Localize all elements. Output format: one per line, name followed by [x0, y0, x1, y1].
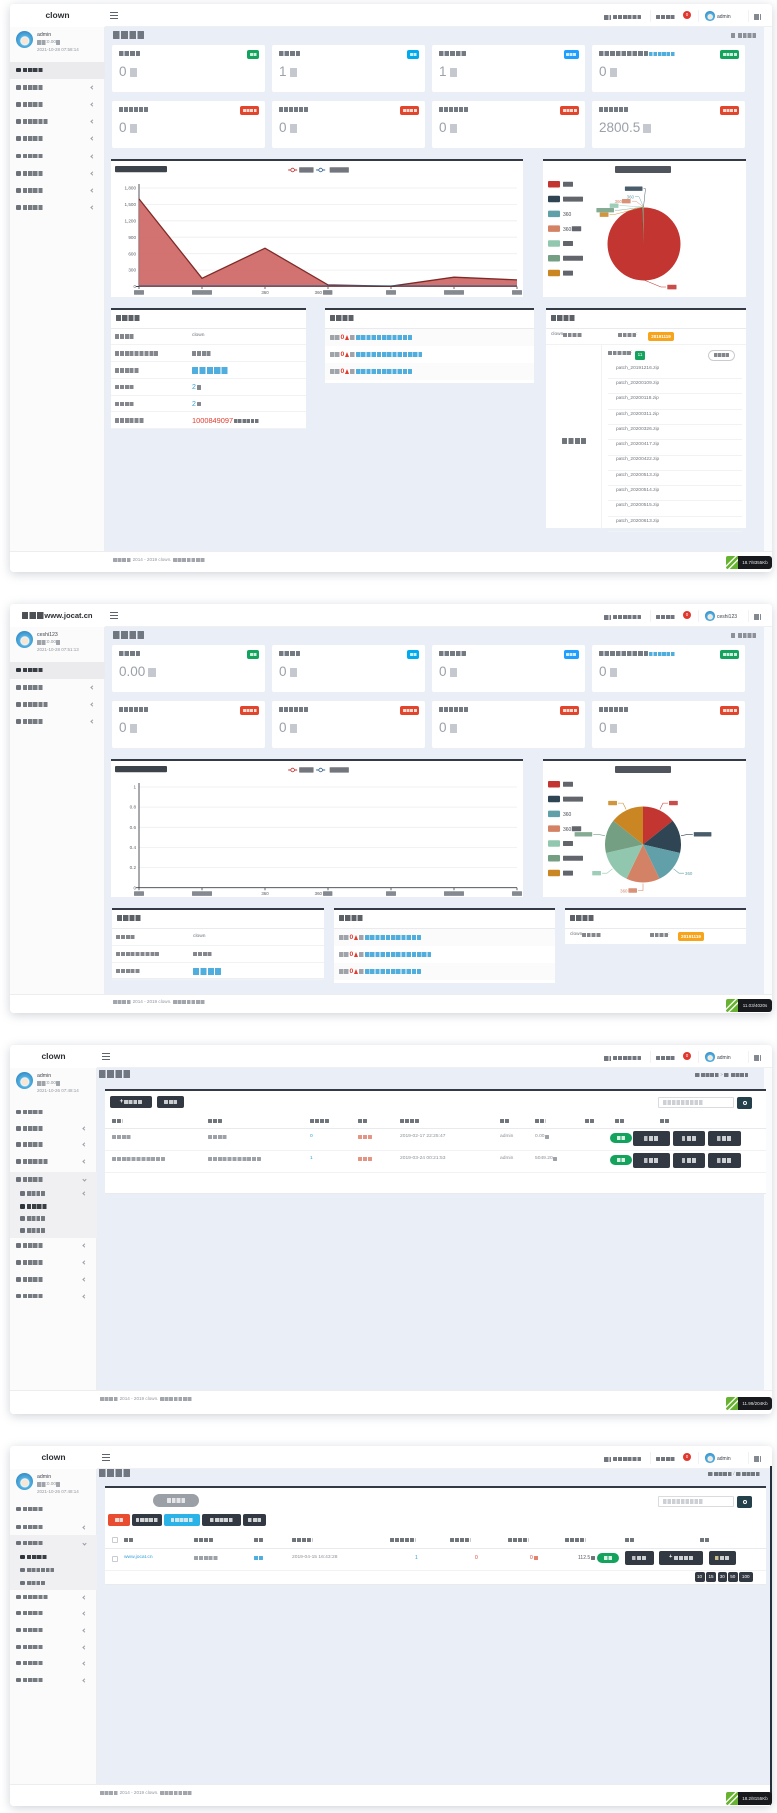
svg-text:1: 1 [133, 785, 136, 790]
svg-text:1,800: 1,800 [125, 186, 137, 191]
svg-text:300: 300 [128, 268, 136, 273]
svg-text:0.2: 0.2 [130, 865, 137, 870]
svg-text:360: 360 [261, 290, 269, 295]
svg-text:360: 360 [563, 212, 572, 218]
svg-text:1,500: 1,500 [125, 202, 137, 207]
svg-text:600: 600 [128, 251, 136, 256]
svg-text:0.8: 0.8 [130, 805, 137, 810]
svg-text:360: 360 [315, 891, 323, 896]
svg-text:0.4: 0.4 [130, 845, 137, 850]
svg-text:360: 360 [563, 227, 572, 233]
svg-text:0: 0 [133, 284, 136, 289]
svg-text:360: 360 [315, 290, 323, 295]
svg-text:360: 360 [627, 195, 635, 200]
svg-text:1,200: 1,200 [125, 218, 137, 223]
svg-text:360: 360 [620, 888, 628, 893]
svg-text:360: 360 [615, 199, 623, 204]
svg-text:0.6: 0.6 [130, 825, 137, 830]
svg-text:360: 360 [261, 891, 269, 896]
svg-text:360: 360 [685, 871, 693, 876]
svg-text:900: 900 [128, 235, 136, 240]
svg-text:360: 360 [563, 812, 572, 818]
svg-text:0: 0 [133, 885, 136, 890]
svg-text:360: 360 [563, 827, 572, 833]
